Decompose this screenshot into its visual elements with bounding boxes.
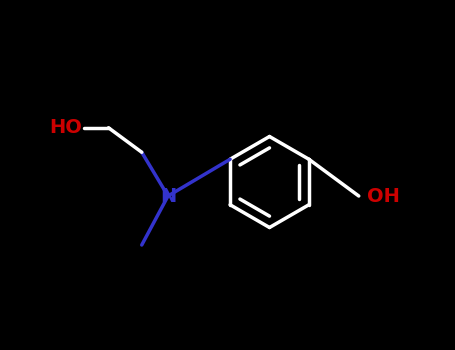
Text: OH: OH bbox=[368, 187, 400, 205]
Text: HO: HO bbox=[50, 118, 82, 137]
Text: N: N bbox=[160, 187, 176, 205]
